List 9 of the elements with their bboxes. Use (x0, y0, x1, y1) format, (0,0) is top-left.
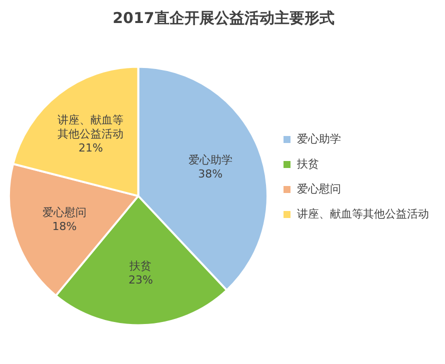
data-label: 爱心慰问 18% (42, 206, 86, 233)
data-label: 爱心助学 38% (188, 153, 232, 180)
legend-label: 爱心助学 (297, 132, 341, 146)
legend-label: 爱心慰问 (297, 182, 341, 196)
legend-label: 扶贫 (296, 157, 319, 170)
data-label: 讲座、献血等其他公益活动 21% (58, 114, 124, 155)
chart-title: 2017直企开展公益活动主要形式 (112, 8, 334, 27)
data-label: 扶贫 23% (128, 259, 153, 286)
legend-label: 讲座、献血等其他公益活动 (297, 207, 429, 220)
